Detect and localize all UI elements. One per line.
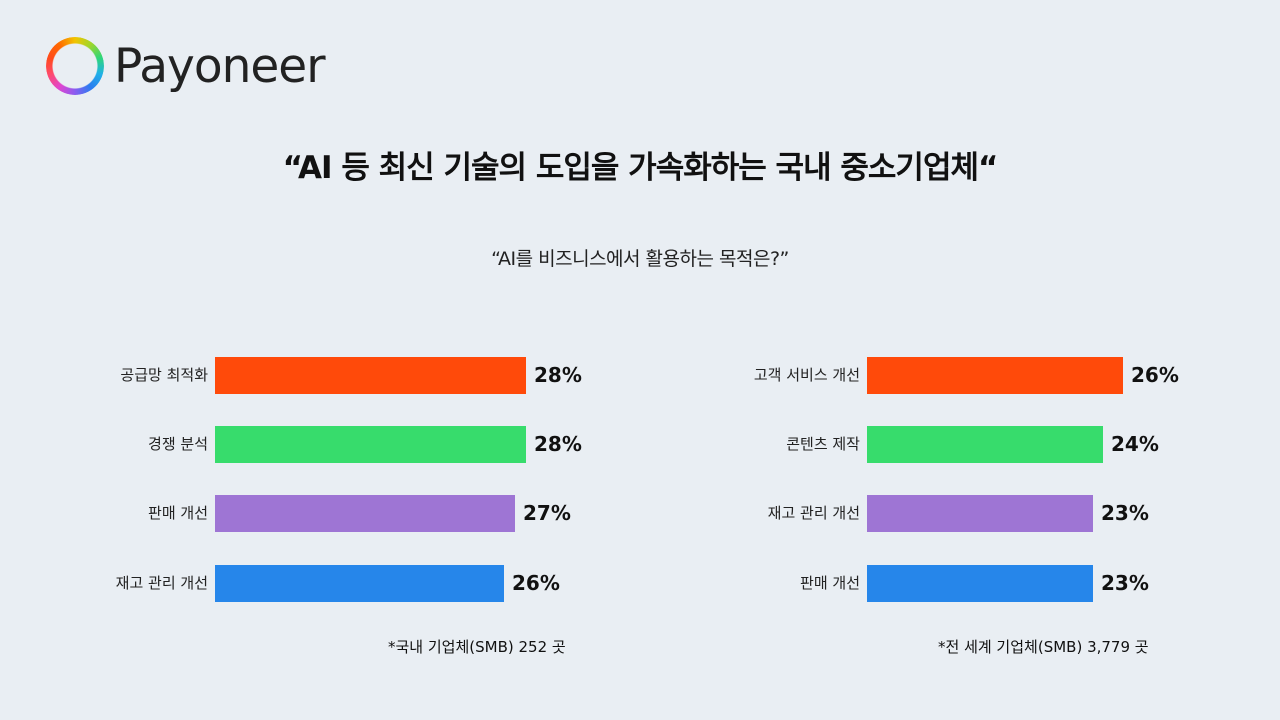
bar-label: 콘텐츠 제작 [786, 435, 860, 453]
bar-value: 23% [1101, 501, 1149, 525]
bar [215, 426, 526, 463]
bar-value: 26% [512, 571, 560, 595]
bar-value: 28% [534, 432, 582, 456]
bar [867, 495, 1093, 532]
page-title: “AI 등 최신 기술의 도입을 가속화하는 국내 중소기업체“ [282, 150, 999, 186]
chart-question: “AI를 비즈니스에서 활용하는 목적은?” [491, 248, 789, 270]
bar [867, 357, 1123, 394]
bar-label: 판매 개선 [148, 504, 208, 522]
bar-value: 24% [1111, 432, 1159, 456]
bar-value: 27% [523, 501, 571, 525]
bar [215, 495, 515, 532]
bar-value: 28% [534, 363, 582, 387]
bar-label: 판매 개선 [800, 574, 860, 592]
bar [215, 565, 504, 602]
bar [215, 357, 526, 394]
payoneer-logo: Payoneer [46, 37, 326, 95]
logo-ring-icon [46, 37, 104, 95]
global-sample-note: *전 세계 기업체(SMB) 3,779 곳 [938, 638, 1149, 656]
bar-value: 23% [1101, 571, 1149, 595]
bar-label: 재고 관리 개선 [115, 574, 208, 592]
bar-value: 26% [1131, 363, 1179, 387]
bar-label: 재고 관리 개선 [767, 504, 860, 522]
bar-label: 경쟁 분석 [148, 435, 208, 453]
bar-label: 공급망 최적화 [120, 366, 208, 384]
brand-name: Payoneer [114, 38, 326, 94]
bar [867, 565, 1093, 602]
bar-label: 고객 서비스 개선 [753, 366, 860, 384]
bar [867, 426, 1103, 463]
domestic-sample-note: *국내 기업체(SMB) 252 곳 [388, 638, 566, 656]
